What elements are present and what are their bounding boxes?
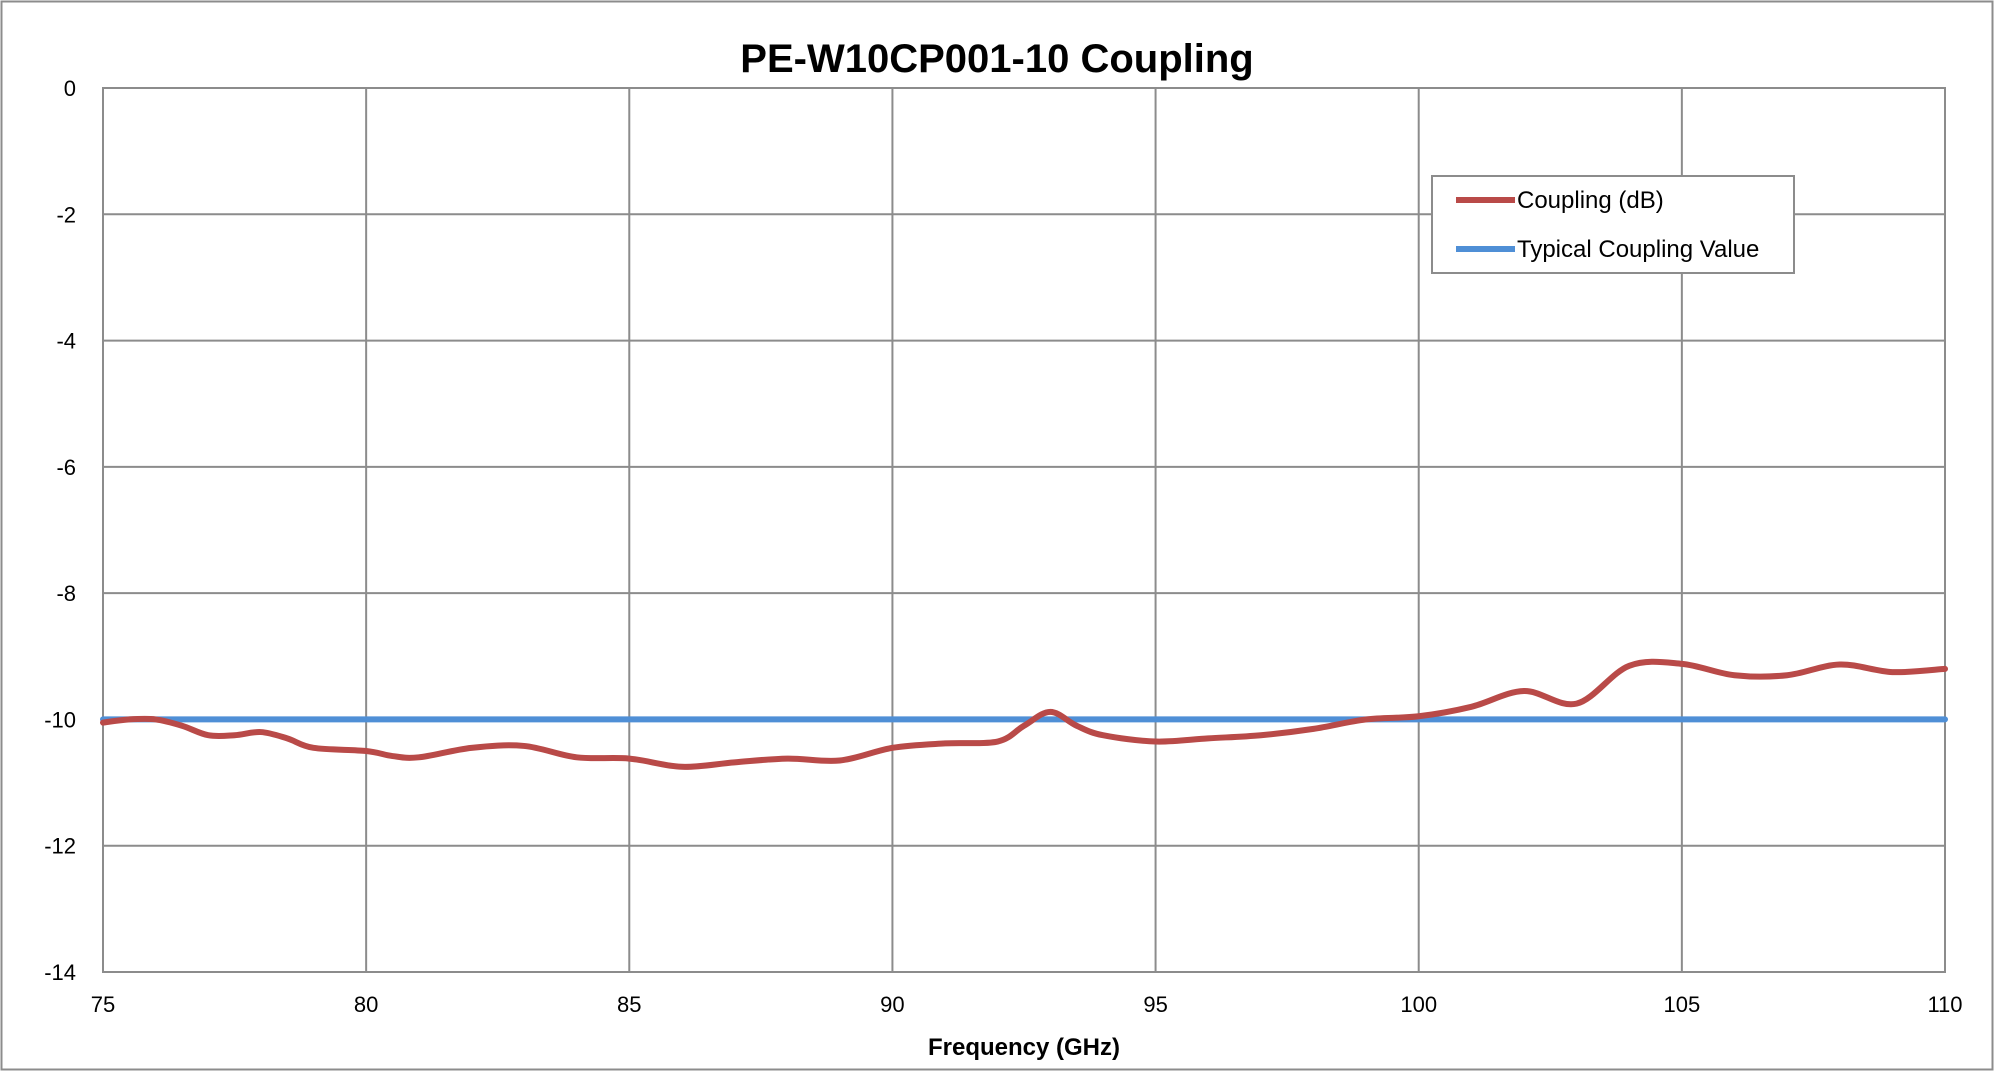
legend: Coupling (dB) Typical Coupling Value: [1431, 175, 1795, 274]
x-tick-label: 110: [1927, 992, 1962, 1017]
x-tick-label: 95: [1143, 992, 1167, 1017]
y-tick-label: -14: [44, 960, 76, 985]
x-tick-label: 105: [1663, 992, 1700, 1017]
legend-box: [1431, 175, 1795, 274]
y-tick-label: -10: [44, 707, 76, 732]
x-tick-label: 90: [880, 992, 904, 1017]
y-tick-label: -12: [44, 834, 76, 859]
legend-label-coupling: Coupling (dB): [1517, 187, 1664, 214]
x-tick-label: 80: [354, 992, 378, 1017]
series-lines: [100, 658, 1948, 770]
x-tick-label: 100: [1400, 992, 1437, 1017]
y-tick-label: -2: [56, 202, 76, 227]
x-tick-label: 85: [617, 992, 641, 1017]
y-tick-label: -6: [56, 455, 76, 480]
tick-labels: 75 80 85 90 95 100 105 110 0 -2 -4 -6 -8 -10 -12 -14: [44, 76, 1962, 1017]
x-tick-label: 75: [91, 992, 115, 1017]
y-tick-label: 0: [64, 76, 76, 101]
y-tick-label: -8: [56, 581, 76, 606]
legend-label-typical: Typical Coupling Value: [1517, 236, 1759, 263]
y-tick-label: -4: [56, 329, 76, 354]
series-line-coupling: [100, 658, 1948, 770]
chart-title: PE-W10CP001-10 Coupling: [740, 37, 1253, 81]
x-axis-label: Frequency (GHz): [928, 1034, 1120, 1061]
plot-area-border: [102, 87, 1946, 973]
